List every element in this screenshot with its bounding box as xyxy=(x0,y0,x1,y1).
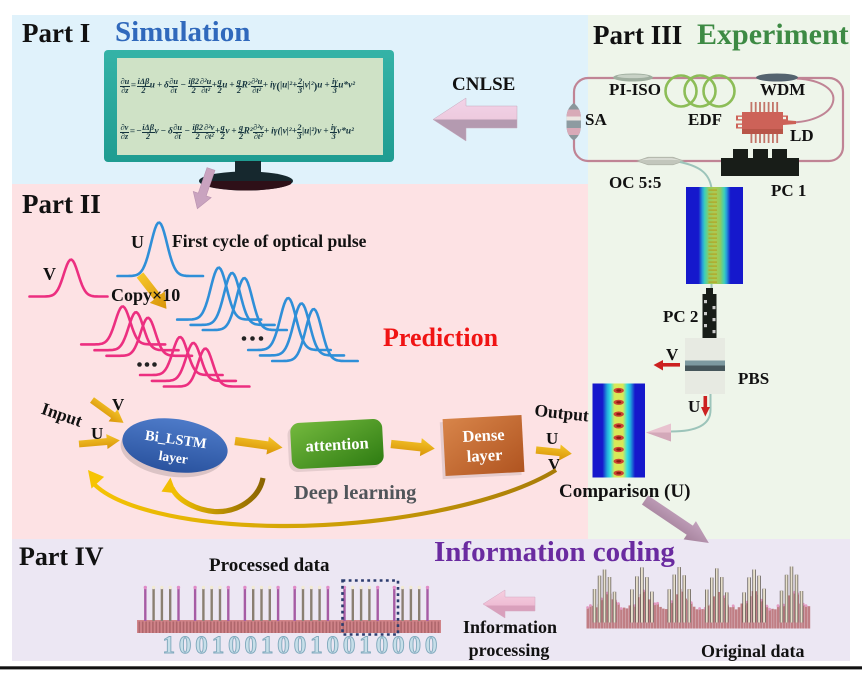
svg-text:Comparison (U): Comparison (U) xyxy=(559,481,690,502)
svg-text:Part IV: Part IV xyxy=(19,542,104,571)
svg-text:PI-ISO: PI-ISO xyxy=(609,80,661,99)
svg-text:OC 5:5: OC 5:5 xyxy=(609,173,661,192)
svg-text:Part I: Part I xyxy=(22,18,90,48)
svg-text:U: U xyxy=(546,429,558,448)
svg-text:0: 0 xyxy=(195,632,208,659)
svg-text:0: 0 xyxy=(425,632,438,659)
svg-text:0: 0 xyxy=(343,632,356,659)
svg-text:attention: attention xyxy=(305,433,369,455)
svg-text:1: 1 xyxy=(163,632,176,659)
svg-text:1: 1 xyxy=(359,632,372,659)
svg-text:1: 1 xyxy=(310,632,323,659)
svg-text:Copy×10: Copy×10 xyxy=(111,285,180,305)
svg-text:PBS: PBS xyxy=(738,369,769,388)
svg-text:V: V xyxy=(666,345,679,364)
svg-text:U: U xyxy=(688,397,700,416)
svg-text:0: 0 xyxy=(376,632,389,659)
svg-text:0: 0 xyxy=(245,632,258,659)
svg-text:1: 1 xyxy=(261,632,274,659)
svg-text:CNLSE: CNLSE xyxy=(452,74,515,95)
svg-text:Deep learning: Deep learning xyxy=(294,482,417,504)
svg-text:Information: Information xyxy=(463,617,557,637)
svg-text:PC 2: PC 2 xyxy=(663,307,698,326)
svg-text:layer: layer xyxy=(466,445,503,466)
svg-text:Information coding: Information coding xyxy=(434,536,675,568)
svg-text:Simulation: Simulation xyxy=(115,16,250,48)
svg-text:0: 0 xyxy=(179,632,192,659)
svg-text:0: 0 xyxy=(409,632,422,659)
svg-text:Prediction: Prediction xyxy=(383,323,499,352)
svg-text:1: 1 xyxy=(212,632,225,659)
svg-text:U: U xyxy=(131,232,144,252)
svg-text:Part III: Part III xyxy=(593,20,682,50)
svg-text:LD: LD xyxy=(790,126,814,145)
svg-text:Original data: Original data xyxy=(701,641,805,661)
svg-text:Processed data: Processed data xyxy=(209,555,330,576)
svg-text:V: V xyxy=(43,264,56,284)
svg-text:0: 0 xyxy=(294,632,307,659)
svg-text:V: V xyxy=(548,455,561,474)
svg-text:U: U xyxy=(91,424,103,443)
svg-text:0: 0 xyxy=(327,632,340,659)
svg-text:EDF: EDF xyxy=(688,110,722,129)
svg-text:0: 0 xyxy=(392,632,405,659)
svg-text:Dense: Dense xyxy=(462,425,505,446)
svg-text:layer: layer xyxy=(158,448,189,467)
svg-text:Experiment: Experiment xyxy=(697,18,849,51)
svg-text:V: V xyxy=(112,395,125,414)
svg-text:0: 0 xyxy=(277,632,290,659)
svg-text:First cycle of optical pulse: First cycle of optical pulse xyxy=(172,231,367,251)
svg-text:SA: SA xyxy=(585,110,607,129)
svg-text:WDM: WDM xyxy=(760,80,805,99)
svg-text:PC 1: PC 1 xyxy=(771,181,806,200)
svg-text:Part II: Part II xyxy=(22,189,101,219)
svg-text:processing: processing xyxy=(469,640,550,660)
svg-text:0: 0 xyxy=(228,632,241,659)
